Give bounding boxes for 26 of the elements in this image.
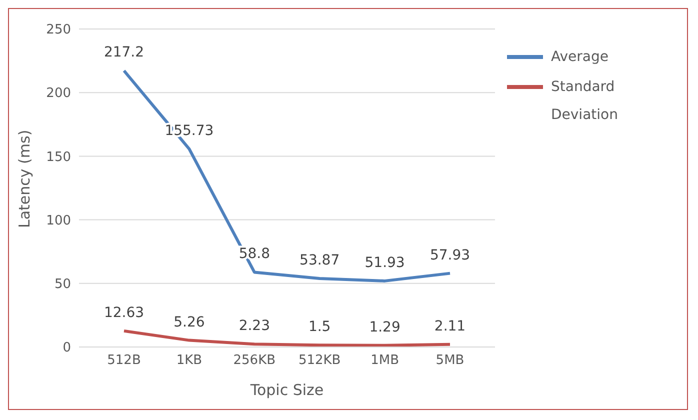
y-tick-label: 250 [46, 22, 71, 38]
data-label: 2.11 [434, 318, 466, 334]
legend-label: Standard Deviation [551, 78, 619, 125]
data-label: 5.26 [174, 314, 205, 330]
x-tick-label: 1KB [176, 353, 202, 368]
y-tick-label: 200 [46, 86, 71, 102]
x-tick-label: 1MB [370, 353, 400, 368]
y-tick-label: 100 [46, 213, 71, 228]
x-tick-label: 256KB [233, 353, 276, 368]
x-tick-label: 512KB [298, 353, 341, 368]
y-axis-title: Latency (ms) [15, 130, 34, 228]
x-tick-label: 5MB [436, 353, 464, 368]
data-label: 1.5 [308, 319, 331, 336]
data-label: 53.87 [300, 252, 340, 268]
x-tick-label: 512B [107, 353, 141, 368]
data-label: 51.93 [364, 254, 405, 271]
x-axis-title: Topic Size [249, 381, 324, 399]
data-label: 57.93 [430, 247, 470, 264]
legend-label: Average [551, 48, 610, 67]
y-tick-label: 150 [46, 150, 71, 165]
data-label: 12.63 [104, 304, 144, 321]
y-tick-label: 0 [62, 340, 71, 356]
data-label: 2.23 [238, 318, 270, 334]
y-tick-label: 50 [54, 277, 71, 292]
data-label: 217.2 [104, 44, 144, 61]
data-label: 1.29 [369, 319, 400, 336]
